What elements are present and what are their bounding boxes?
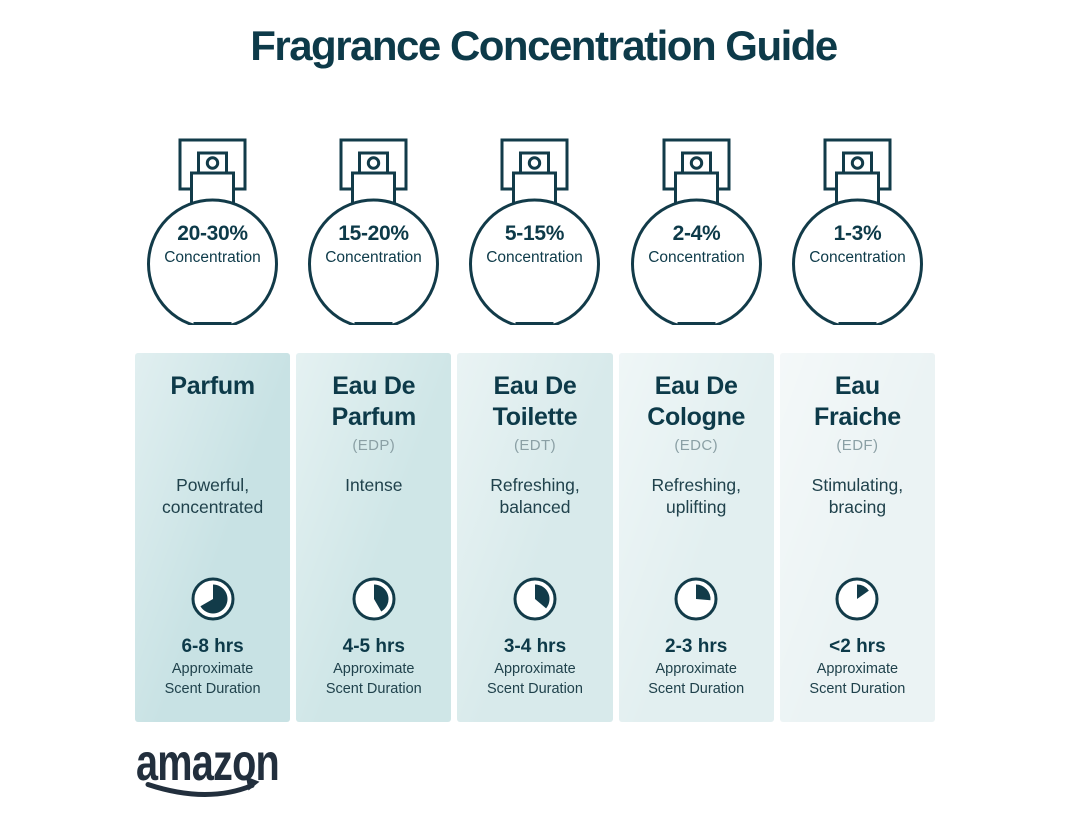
- concentration-label: Concentration: [164, 249, 261, 266]
- perfume-bottle-icon: 5-15% Concentration: [469, 138, 601, 325]
- amazon-logo: amazon: [136, 734, 280, 797]
- clock-wedge: [857, 584, 870, 599]
- concentration-value: 20-30%: [177, 222, 248, 245]
- scent-duration-clock-icon: [835, 577, 879, 621]
- perfume-bottle-icon: 15-20% Concentration: [308, 138, 440, 325]
- fragrance-card: Eau De Toilette (EDT) Refreshing, balanc…: [457, 353, 613, 722]
- duration-label: Approximate Scent Duration: [619, 659, 774, 699]
- amazon-smile-icon: [145, 782, 255, 797]
- bottle-body-outline: [630, 198, 762, 325]
- cards-row: Parfum Powerful, concentrated 6-8 hrs Ap…: [135, 353, 935, 722]
- bottle-body-outline: [791, 198, 923, 325]
- fragrance-card: Eau De Parfum (EDP) Intense 4-5 hrs Appr…: [296, 353, 452, 722]
- concentration-value: 1-3%: [833, 222, 881, 245]
- cap-neck: [512, 171, 558, 205]
- perfume-bottle-icon: 1-3% Concentration: [791, 138, 923, 325]
- duration-value: <2 hrs: [829, 636, 886, 657]
- bottle-body-outline: [147, 198, 279, 325]
- cap-neck: [834, 171, 880, 205]
- duration-value: 2-3 hrs: [665, 636, 728, 657]
- clock-wedge: [373, 584, 389, 612]
- fragrance-abbreviation: (EDP): [352, 437, 396, 454]
- cap-nozzle-hole: [528, 156, 542, 170]
- duration-value: 6-8 hrs: [181, 636, 244, 657]
- fragrance-name: Eau De Cologne: [647, 372, 746, 431]
- fragrance-name: Parfum: [170, 372, 255, 400]
- spray-cap-icon: [339, 138, 408, 205]
- clock-wedge: [534, 584, 550, 609]
- amazon-smile-arrowhead-icon: [246, 776, 260, 791]
- fragrance-card: Eau De Cologne (EDC) Refreshing, uplifti…: [618, 353, 774, 722]
- duration-label: Approximate Scent Duration: [457, 659, 612, 699]
- duration-label-text: Approximate Scent Duration: [648, 661, 745, 697]
- scent-duration-clock-icon: [191, 577, 235, 621]
- cap-nozzle-hole: [367, 156, 381, 170]
- duration-label-text: Approximate Scent Duration: [487, 661, 583, 697]
- fragrance-card: Parfum Powerful, concentrated 6-8 hrs Ap…: [135, 353, 291, 722]
- duration-value: 3-4 hrs: [503, 636, 567, 657]
- cap-nozzle-hole: [850, 156, 865, 170]
- concentration-label: Concentration: [809, 249, 906, 266]
- fragrance-heading: Eau De Parfum (EDP): [296, 371, 451, 454]
- concentration-label: Concentration: [326, 249, 423, 266]
- fragrance-abbreviation: (EDC): [674, 437, 719, 454]
- fragrance-heading: Eau De Cologne (EDC): [619, 371, 774, 454]
- concentration-value: 15-20%: [338, 222, 409, 245]
- fragrance-name: Eau De Parfum: [331, 372, 417, 431]
- cap-nozzle-hole: [689, 156, 703, 170]
- duration-value: 4-5 hrs: [342, 636, 405, 657]
- duration-label: Approximate Scent Duration: [780, 659, 935, 699]
- fragrance-name: Eau De Toilette: [492, 372, 578, 431]
- bottle-body-outline: [469, 198, 601, 325]
- perfume-bottle-icon: 20-30% Concentration: [147, 138, 279, 325]
- bottle-body-outline: [308, 198, 440, 325]
- fragrance-heading: Parfum: [135, 371, 290, 407]
- duration-label-text: Approximate Scent Duration: [164, 661, 261, 697]
- footer: amazon: [135, 734, 295, 809]
- fragrance-heading: Eau De Toilette (EDT): [457, 371, 612, 454]
- clock-wedge: [200, 584, 228, 614]
- bottles-row: 20-30% Concentration 15-20% Concentratio…: [135, 138, 935, 336]
- fragrance-description: Refreshing, uplifting: [651, 475, 741, 518]
- page-title: Fragrance Concentration Guide: [250, 22, 838, 69]
- fragrance-description: Stimulating, bracing: [811, 475, 904, 518]
- cap-nozzle-hole: [205, 156, 220, 170]
- fragrance-name: Eau Fraiche: [813, 372, 901, 431]
- fragrance-description: Refreshing, balanced: [490, 475, 580, 518]
- duration-label-text: Approximate Scent Duration: [809, 661, 906, 697]
- concentration-label: Concentration: [487, 249, 584, 266]
- fragrance-heading: Eau Fraiche (EDF): [780, 371, 935, 454]
- fragrance-abbreviation: (EDF): [836, 437, 879, 454]
- fragrance-description: Intense: [345, 475, 403, 495]
- duration-label: Approximate Scent Duration: [135, 659, 290, 699]
- scent-duration-clock-icon: [352, 577, 396, 621]
- fragrance-card: Eau Fraiche (EDF) Stimulating, bracing <…: [779, 353, 935, 722]
- duration-label: Approximate Scent Duration: [296, 659, 451, 699]
- fragrance-description: Powerful, concentrated: [162, 475, 264, 518]
- concentration-value: 2-4%: [672, 222, 720, 245]
- clock-wedge: [696, 584, 711, 601]
- duration-label-text: Approximate Scent Duration: [325, 661, 422, 697]
- spray-cap-icon: [662, 138, 731, 205]
- scent-duration-clock-icon: [513, 577, 557, 621]
- perfume-bottle-icon: 2-4% Concentration: [630, 138, 762, 325]
- spray-cap-icon: [500, 138, 569, 205]
- concentration-value: 5-15%: [505, 222, 565, 245]
- spray-cap-icon: [178, 138, 247, 205]
- fragrance-abbreviation: (EDT): [513, 437, 556, 454]
- spray-cap-icon: [823, 138, 892, 205]
- scent-duration-clock-icon: [674, 577, 718, 621]
- concentration-label: Concentration: [648, 249, 745, 266]
